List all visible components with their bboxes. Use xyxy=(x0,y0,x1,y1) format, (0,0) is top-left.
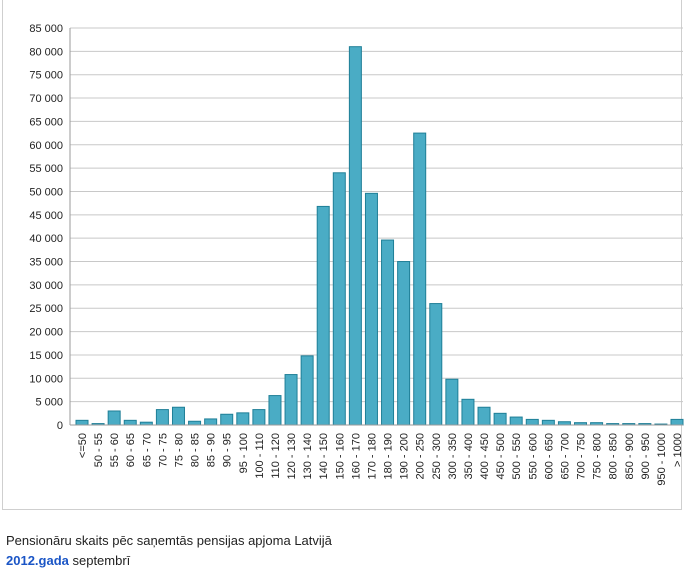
bar xyxy=(155,409,169,426)
y-tick-label: 75 000 xyxy=(29,70,63,82)
year-link[interactable]: 2012.gada xyxy=(6,553,69,568)
x-tick-label: 95 - 100 xyxy=(238,433,250,473)
x-tick-label: 500 - 550 xyxy=(511,433,523,479)
x-tick-label: 85 - 90 xyxy=(206,433,218,467)
bar xyxy=(541,419,555,426)
y-tick-label: 65 000 xyxy=(29,116,63,128)
caption-line-2: 2012.gada septembrī xyxy=(6,551,332,571)
y-tick-label: 85 000 xyxy=(29,23,63,35)
x-tick-label: 300 - 350 xyxy=(447,433,459,479)
x-tick-label: 60 - 65 xyxy=(125,433,137,467)
y-tick-label: 70 000 xyxy=(29,93,63,105)
x-tick-label: 850 - 900 xyxy=(624,433,636,479)
bar xyxy=(220,413,234,426)
bar xyxy=(429,303,443,426)
chart-frame xyxy=(2,0,682,510)
x-tick-label: 950 - 1000 xyxy=(656,433,668,486)
bar xyxy=(171,406,185,426)
y-tick-label: 30 000 xyxy=(29,280,63,292)
x-tick-label: 180 - 190 xyxy=(383,433,395,479)
x-tick-label: 120 - 130 xyxy=(286,433,298,479)
x-tick-label: 900 - 950 xyxy=(640,433,652,479)
x-tick-label: 100 - 110 xyxy=(254,433,266,479)
y-tick-label: 80 000 xyxy=(29,46,63,58)
y-tick-label: 55 000 xyxy=(29,163,63,175)
x-tick-label: 800 - 850 xyxy=(608,433,620,479)
x-tick-label: 140 - 150 xyxy=(318,433,330,479)
bar xyxy=(348,46,362,426)
bar xyxy=(284,374,298,426)
bar xyxy=(332,172,346,426)
y-tick-label: 60 000 xyxy=(29,140,63,152)
bar xyxy=(107,410,121,426)
y-tick-label: 20 000 xyxy=(29,327,63,339)
x-tick-label: 160 - 170 xyxy=(350,433,362,479)
y-tick-label: 25 000 xyxy=(29,303,63,315)
x-tick-label: 130 - 140 xyxy=(302,433,314,479)
x-tick-label: 250 - 300 xyxy=(431,433,443,479)
y-tick-label: 35 000 xyxy=(29,257,63,269)
caption-line-1: Pensionāru skaits pēc saņemtās pensijas … xyxy=(6,533,332,548)
bar xyxy=(123,419,137,426)
y-tick-label: 5 000 xyxy=(35,397,63,409)
y-tick-label: 0 xyxy=(57,420,63,432)
x-tick-label: 70 - 75 xyxy=(157,433,169,467)
pension-histogram-chart: 0 5 000 10 000 15 000 20 000 25 000 30 000 35 0… xyxy=(29,23,684,486)
x-tick-label: <=50 xyxy=(77,433,89,458)
bar xyxy=(670,418,684,426)
bar xyxy=(509,416,523,426)
x-tick-label: 65 - 70 xyxy=(141,433,153,467)
bar xyxy=(381,239,395,426)
x-tick-label: 190 - 200 xyxy=(399,433,411,479)
bar xyxy=(316,205,330,426)
x-tick-label: 50 - 55 xyxy=(93,433,105,467)
bar xyxy=(525,418,539,426)
x-tick-label: 170 - 180 xyxy=(366,433,378,479)
bar xyxy=(252,409,266,426)
x-tick-label: 650 - 700 xyxy=(559,433,571,479)
bar xyxy=(445,378,459,426)
bar xyxy=(413,132,427,426)
y-tick-label: 50 000 xyxy=(29,186,63,198)
x-tick-label: 90 - 95 xyxy=(222,433,234,467)
x-tick-label: > 1000 xyxy=(672,433,684,467)
x-tick-label: 150 - 160 xyxy=(334,433,346,479)
chart-caption: Pensionāru skaits pēc saņemtās pensijas … xyxy=(6,531,332,571)
x-tick-label: 55 - 60 xyxy=(109,433,121,467)
x-tick-label: 450 - 500 xyxy=(495,433,507,479)
x-tick-label: 75 - 80 xyxy=(173,433,185,467)
x-tick-label: 350 - 400 xyxy=(463,433,475,479)
bar xyxy=(300,355,314,426)
x-tick-label: 550 - 600 xyxy=(527,433,539,479)
x-tick-label: 80 - 85 xyxy=(190,433,202,467)
x-tick-label: 600 - 650 xyxy=(543,433,555,479)
x-tick-label: 200 - 250 xyxy=(415,433,427,479)
bar xyxy=(364,192,378,426)
bar xyxy=(268,395,282,426)
bar xyxy=(493,412,507,426)
caption-month: septembrī xyxy=(68,553,131,568)
bar xyxy=(75,419,89,426)
bar xyxy=(477,406,491,426)
y-tick-label: 45 000 xyxy=(29,210,63,222)
x-tick-label: 400 - 450 xyxy=(479,433,491,479)
y-tick-label: 15 000 xyxy=(29,350,63,362)
y-tick-label: 40 000 xyxy=(29,233,63,245)
bar xyxy=(461,398,475,426)
x-tick-label: 110 - 120 xyxy=(270,433,282,479)
x-tick-label: 700 - 750 xyxy=(576,433,588,479)
bar xyxy=(188,420,202,426)
bar xyxy=(397,261,411,426)
bar xyxy=(236,412,250,426)
y-tick-label: 10 000 xyxy=(29,373,63,385)
x-tick-label: 750 - 800 xyxy=(592,433,604,479)
bar xyxy=(204,418,218,426)
